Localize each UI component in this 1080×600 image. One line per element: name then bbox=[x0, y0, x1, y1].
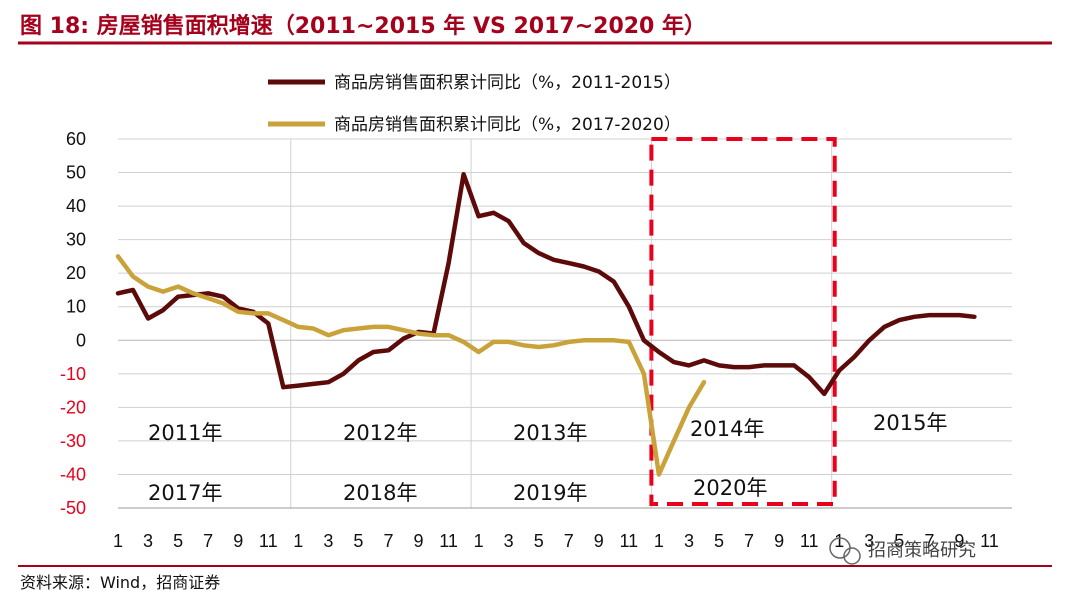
x-tick-label: 11 bbox=[620, 531, 639, 551]
year-labels-bottom: 2017年 2018年 2019年 2020年 bbox=[148, 476, 767, 505]
year-label-2012: 2012年 bbox=[343, 421, 417, 445]
year-label-2014: 2014年 bbox=[690, 417, 764, 441]
year-label-2017: 2017年 bbox=[148, 481, 222, 505]
x-tick-label: 5 bbox=[534, 531, 544, 551]
year-labels-top: 2011年 2012年 2013年 2014年 2015年 bbox=[148, 411, 947, 445]
x-tick-label: 3 bbox=[684, 531, 694, 551]
y-tick-label: -30 bbox=[60, 431, 86, 451]
x-tick-label: 11 bbox=[439, 531, 458, 551]
y-tick-label: -10 bbox=[60, 364, 86, 384]
x-tick-label: 3 bbox=[504, 531, 514, 551]
wechat-icon-secondary bbox=[843, 547, 861, 565]
y-tick-label: 60 bbox=[66, 129, 86, 149]
series-line-2011-2015 bbox=[115, 171, 977, 397]
x-tick-label: 1 bbox=[834, 531, 844, 551]
x-tick-label: 3 bbox=[323, 531, 333, 551]
year-label-2015: 2015年 bbox=[873, 411, 947, 435]
x-tick-label: 7 bbox=[744, 531, 754, 551]
x-tick-label: 7 bbox=[383, 531, 393, 551]
y-axis-ticks: -50 -40 -30 -20 -10 0 10 20 30 40 50 60 bbox=[60, 129, 86, 518]
y-tick-label: 20 bbox=[66, 263, 86, 283]
y-tick-label: 30 bbox=[66, 230, 86, 250]
x-tick-label: 11 bbox=[259, 531, 278, 551]
y-tick-label: 50 bbox=[66, 163, 86, 183]
x-tick-label: 1 bbox=[474, 531, 484, 551]
series-lines bbox=[115, 171, 977, 477]
year-label-2011: 2011年 bbox=[148, 421, 222, 445]
y-tick-label: 10 bbox=[66, 297, 86, 317]
x-tick-label: 5 bbox=[173, 531, 183, 551]
x-tick-label: 5 bbox=[894, 531, 904, 551]
x-tick-label: 9 bbox=[594, 531, 604, 551]
highlight-box bbox=[649, 137, 837, 506]
source-note: 资料来源：Wind，招商证券 bbox=[20, 573, 220, 592]
grid bbox=[118, 138, 1012, 509]
x-tick-label: 3 bbox=[143, 531, 153, 551]
x-tick-label: 5 bbox=[714, 531, 724, 551]
legend: 商品房销售面积累计同比（%，2011-2015） 商品房销售面积累计同比（%，2… bbox=[268, 73, 681, 135]
year-label-2020: 2020年 bbox=[693, 476, 767, 500]
year-label-2018: 2018年 bbox=[343, 481, 417, 505]
x-tick-label: 7 bbox=[924, 531, 934, 551]
watermark-text: 招商策略研究 bbox=[868, 540, 976, 561]
y-tick-label: 40 bbox=[66, 196, 86, 216]
year-label-2019: 2019年 bbox=[513, 481, 587, 505]
x-tick-label: 3 bbox=[864, 531, 874, 551]
x-axis-ticks: 1 3 5 7 9 11 1 3 5 7 9 11 1 3 5 7 9 11 1 3 5 7 9 11 1 3 5 7 9 11 bbox=[113, 531, 999, 551]
x-tick-label: 5 bbox=[353, 531, 363, 551]
figure-title: 图 18: 房屋销售面积增速（2011~2015 年 VS 2017~2020 … bbox=[20, 13, 706, 39]
series-line-2017-2020 bbox=[115, 254, 707, 477]
x-tick-label: 7 bbox=[203, 531, 213, 551]
y-tick-label: -20 bbox=[60, 397, 86, 417]
x-tick-label: 9 bbox=[233, 531, 243, 551]
x-tick-label: 1 bbox=[293, 531, 303, 551]
x-tick-label: 11 bbox=[980, 531, 999, 551]
x-tick-label: 1 bbox=[654, 531, 664, 551]
y-tick-label: 0 bbox=[76, 330, 86, 350]
x-tick-label: 9 bbox=[774, 531, 784, 551]
legend-label-2011-2015: 商品房销售面积累计同比（%，2011-2015） bbox=[334, 73, 681, 93]
x-tick-label: 9 bbox=[954, 531, 964, 551]
highlight-box-2014-2020 bbox=[649, 137, 837, 506]
x-tick-label: 7 bbox=[564, 531, 574, 551]
y-tick-label: -40 bbox=[60, 464, 86, 484]
x-tick-label: 9 bbox=[413, 531, 423, 551]
year-label-2013: 2013年 bbox=[513, 421, 587, 445]
watermark: 招商策略研究 bbox=[829, 537, 976, 565]
y-tick-label: -50 bbox=[60, 498, 86, 518]
legend-label-2017-2020: 商品房销售面积累计同比（%，2017-2020） bbox=[334, 115, 681, 135]
x-tick-label: 1 bbox=[113, 531, 123, 551]
x-tick-label: 11 bbox=[800, 531, 819, 551]
